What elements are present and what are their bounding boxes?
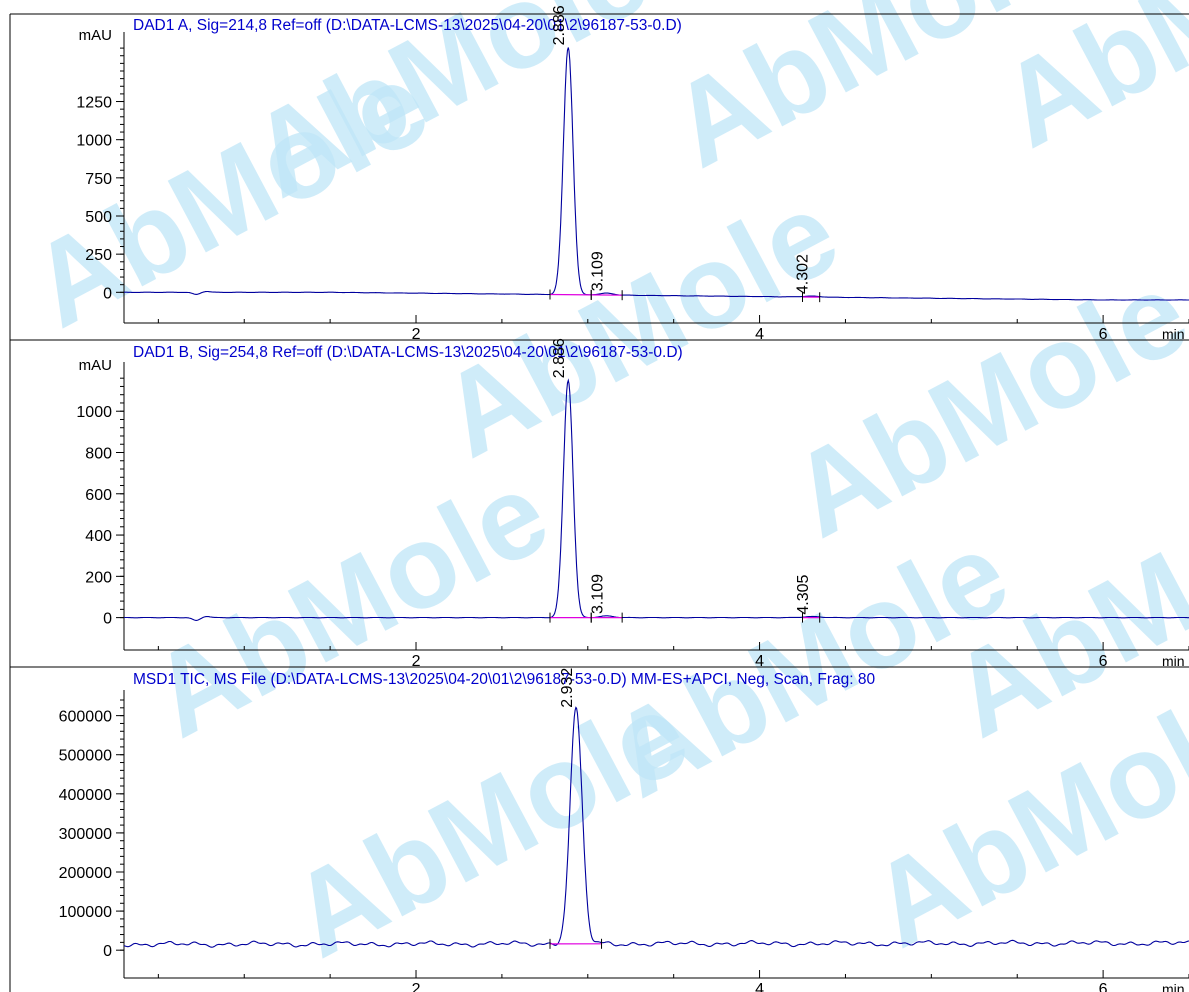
y-tick-label: 750 (85, 171, 112, 188)
signal-trace (124, 47, 1189, 301)
peak-label: 4.305 (795, 574, 812, 614)
watermark-text: AbMole (10, 36, 448, 353)
y-axis-label: mAU (79, 27, 112, 44)
chart-panel: DAD1 B, Sig=254,8 Ref=off (D:\DATA-LCMS-… (9, 338, 1189, 670)
y-tick-label: 1000 (76, 404, 112, 421)
y-axis-label: mAU (79, 357, 112, 374)
y-tick-label: 250 (85, 247, 112, 264)
x-tick-label: 4 (755, 981, 764, 992)
x-tick-label: 4 (755, 326, 764, 343)
x-tick-label: 6 (1099, 981, 1108, 992)
peak-label: 4.302 (794, 254, 811, 294)
x-tick-label: 2 (412, 326, 421, 343)
x-tick-label: 6 (1099, 653, 1108, 670)
y-tick-label: 1250 (76, 95, 112, 112)
x-axis-label: min (1162, 981, 1185, 992)
y-tick-label: 400000 (59, 787, 112, 804)
chart-panel: MSD1 TIC, MS File (D:\DATA-LCMS-13\2025\… (9, 666, 1189, 992)
x-tick-label: 4 (755, 653, 764, 670)
x-tick-label: 2 (412, 981, 421, 992)
peak-label: 3.109 (590, 574, 607, 614)
signal-trace (123, 706, 1189, 948)
signal-trace (124, 378, 1189, 621)
chart-title: MSD1 TIC, MS File (D:\DATA-LCMS-13\2025\… (133, 671, 876, 688)
y-tick-label: 1000 (76, 133, 112, 150)
watermark-text: AbMole (130, 446, 568, 763)
y-tick-label: 800 (85, 445, 112, 462)
x-tick-label: 6 (1099, 326, 1108, 343)
chart-title: DAD1 A, Sig=214,8 Ref=off (D:\DATA-LCMS-… (133, 17, 682, 34)
y-tick-label: 300000 (59, 826, 112, 843)
x-tick-label: 2 (412, 653, 421, 670)
y-tick-label: 100000 (59, 904, 112, 921)
y-tick-label: 500000 (59, 748, 112, 765)
y-tick-label: 0 (103, 611, 112, 628)
y-tick-label: 500 (85, 209, 112, 226)
peak-label: 2.886 (551, 338, 568, 378)
chart-title: DAD1 B, Sig=254,8 Ref=off (D:\DATA-LCMS-… (133, 344, 683, 361)
watermark-layer: AbMoleAbMoleAbMoleAbMoleAbMoleAbMoleAbMo… (10, 0, 1189, 983)
x-axis-label: min (1162, 653, 1185, 669)
y-tick-label: 600000 (59, 709, 112, 726)
peak-label: 2.886 (551, 5, 568, 45)
y-tick-label: 600 (85, 487, 112, 504)
peak-label: 2.932 (559, 668, 576, 708)
chart-panel: DAD1 A, Sig=214,8 Ref=off (D:\DATA-LCMS-… (9, 5, 1189, 343)
x-axis-label: min (1162, 326, 1185, 342)
y-tick-label: 0 (103, 285, 112, 302)
y-tick-label: 200 (85, 569, 112, 586)
watermark-text: AbMole (270, 666, 708, 983)
chart-panels: DAD1 A, Sig=214,8 Ref=off (D:\DATA-LCMS-… (9, 5, 1189, 992)
y-tick-label: 400 (85, 528, 112, 545)
y-tick-label: 0 (103, 943, 112, 960)
y-tick-label: 200000 (59, 865, 112, 882)
peak-label: 3.109 (590, 251, 607, 291)
